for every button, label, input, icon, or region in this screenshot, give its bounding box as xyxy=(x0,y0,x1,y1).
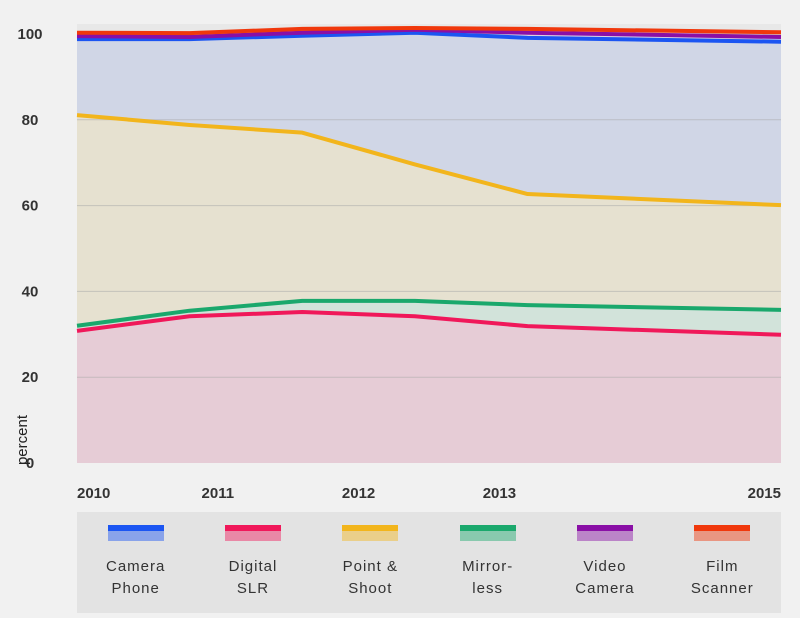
legend-item: Film Scanner xyxy=(664,512,781,613)
legend-item: Video Camera xyxy=(546,512,663,613)
y-tick-label: 100 xyxy=(17,26,42,43)
x-tick-label: 2010 xyxy=(77,485,110,502)
legend-label: Video Camera xyxy=(575,558,635,597)
x-tick-label: 2011 xyxy=(202,485,235,502)
legend-swatch xyxy=(342,525,399,541)
legend-item: Camera Phone xyxy=(77,512,194,613)
legend-swatch xyxy=(576,525,633,541)
y-tick-label: 80 xyxy=(22,112,39,129)
legend-label: Mirror- less xyxy=(462,558,514,597)
legend-swatch xyxy=(459,525,516,541)
legend: Camera Phone Digital SLR Point & Shoot Mirr… xyxy=(77,512,781,613)
area-point-shoot xyxy=(77,115,781,326)
legend-item: Mirror- less xyxy=(429,512,546,613)
line-point-shoot xyxy=(76,113,782,208)
legend-swatch xyxy=(107,525,164,541)
line-mirror-less xyxy=(76,298,782,328)
legend-label: Point & Shoot xyxy=(342,558,398,597)
x-tick-label: 2013 xyxy=(483,485,516,502)
line-digital-slr xyxy=(76,309,782,337)
y-tick-label: 0 xyxy=(26,455,34,472)
legend-label: Digital SLR xyxy=(228,558,278,597)
legend-swatch xyxy=(694,525,751,541)
legend-item: Digital SLR xyxy=(194,512,311,613)
line-film-scanner xyxy=(76,25,782,36)
x-tick-label: 2015 xyxy=(748,485,781,502)
legend-swatch xyxy=(224,525,281,541)
line-video-camera xyxy=(76,27,782,40)
x-tick-label: 2012 xyxy=(342,485,375,502)
area-mirror-less xyxy=(77,300,781,335)
y-tick-label: 20 xyxy=(22,369,39,386)
y-tick-label: 40 xyxy=(22,283,39,300)
legend-label: Film Scanner xyxy=(690,558,754,597)
line-camera-phone xyxy=(77,30,782,44)
y-axis-label: percent xyxy=(14,414,31,465)
legend-item: Point & Shoot xyxy=(312,512,429,613)
area-digital-slr xyxy=(77,311,781,463)
y-tick-label: 60 xyxy=(22,198,39,215)
legend-label: Camera Phone xyxy=(105,558,166,597)
area-camera-phone xyxy=(77,32,781,206)
